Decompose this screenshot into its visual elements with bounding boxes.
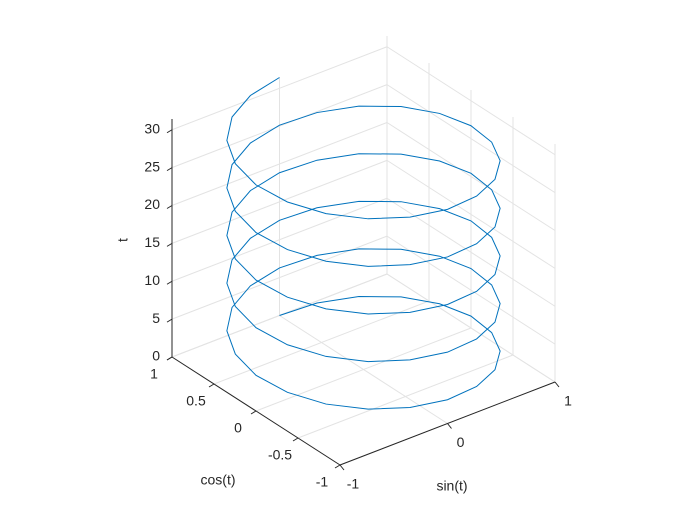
x-tick-label: 1 — [564, 393, 572, 409]
y-tick-label: -1 — [316, 474, 329, 490]
z-tick — [166, 205, 173, 209]
z-tick-label: 25 — [144, 158, 160, 174]
z-tick — [166, 129, 173, 134]
grid-line — [386, 122, 556, 231]
x-axis-label: sin(t) — [436, 478, 467, 494]
y-axis-label: cos(t) — [201, 472, 236, 488]
grid-line — [386, 84, 556, 194]
grid-line — [171, 197, 388, 282]
grid-line — [386, 46, 556, 156]
y-tick-label: -0.5 — [268, 447, 292, 463]
helix-line — [226, 77, 501, 410]
z-axis-label: t — [115, 238, 131, 242]
z-tick — [166, 356, 173, 361]
z-tick-label: 15 — [144, 234, 160, 250]
y-tick — [250, 410, 257, 415]
x-tick-label: 0 — [457, 434, 465, 450]
z-tick-label: 20 — [144, 196, 160, 212]
y-tick-label: 1 — [150, 366, 158, 382]
grid-line — [171, 122, 388, 206]
grid-line — [171, 46, 388, 131]
grid-line — [297, 354, 514, 439]
x-tick — [554, 381, 560, 388]
grid-line — [386, 235, 556, 345]
grid-line — [171, 84, 388, 169]
grid-line — [213, 300, 430, 385]
grid-line — [171, 159, 388, 244]
x-tick — [339, 464, 345, 471]
grid-line — [255, 327, 472, 412]
z-tick-label: 30 — [144, 120, 160, 136]
x-tick-label: -1 — [347, 476, 360, 492]
z-tick-label: 5 — [152, 310, 160, 326]
z-tick — [166, 167, 173, 172]
y-tick — [292, 437, 299, 442]
z-tick-label: 0 — [152, 348, 160, 364]
y-tick-label: 0.5 — [186, 393, 206, 409]
z-tick-label: 10 — [144, 272, 160, 288]
z-tick — [166, 318, 173, 323]
y-axis — [171, 356, 341, 466]
z-tick — [166, 242, 173, 247]
y-tick-label: 0 — [234, 420, 242, 436]
grid-line — [386, 159, 556, 269]
y-tick — [334, 464, 341, 469]
y-tick — [208, 383, 215, 388]
grid-line — [386, 273, 556, 383]
x-tick — [447, 423, 452, 429]
z-tick — [166, 280, 173, 285]
